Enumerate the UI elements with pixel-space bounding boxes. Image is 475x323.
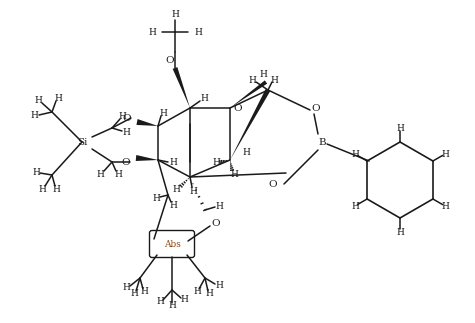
Text: H: H (96, 170, 104, 179)
Text: Abs: Abs (163, 239, 180, 248)
Text: H: H (194, 27, 202, 36)
Text: H: H (270, 76, 278, 85)
Text: H: H (54, 93, 62, 102)
Text: H: H (169, 201, 177, 210)
Text: H: H (122, 284, 130, 293)
Text: O: O (122, 158, 130, 166)
Text: H: H (205, 289, 213, 298)
Text: H: H (171, 9, 179, 18)
Text: H: H (230, 170, 238, 179)
Polygon shape (136, 155, 158, 161)
Text: H: H (118, 111, 126, 120)
Text: O: O (166, 56, 174, 65)
Text: H: H (248, 76, 256, 85)
Text: H: H (169, 158, 177, 166)
Text: H: H (215, 202, 223, 211)
Text: H: H (152, 193, 160, 203)
Text: O: O (212, 218, 220, 227)
Text: H: H (212, 158, 220, 166)
Text: H: H (32, 168, 40, 176)
Text: H: H (168, 301, 176, 310)
Text: H: H (140, 287, 148, 297)
Text: H: H (172, 184, 180, 193)
Text: O: O (234, 103, 242, 112)
Text: O: O (123, 113, 131, 122)
Text: H: H (38, 184, 46, 193)
Text: H: H (130, 289, 138, 298)
Text: H: H (156, 297, 164, 307)
Text: H: H (114, 170, 122, 179)
Text: H: H (159, 109, 167, 118)
Text: H: H (215, 282, 223, 290)
Text: H: H (148, 27, 156, 36)
Text: H: H (396, 123, 404, 132)
Text: O: O (269, 180, 277, 189)
Text: H: H (242, 148, 250, 157)
Text: H: H (30, 110, 38, 120)
Text: H: H (52, 184, 60, 193)
Polygon shape (230, 89, 270, 160)
Text: H: H (180, 296, 188, 305)
Polygon shape (172, 67, 190, 108)
Text: H: H (122, 128, 130, 137)
Text: H: H (189, 186, 197, 195)
Text: H: H (396, 227, 404, 236)
Polygon shape (230, 80, 267, 108)
Text: H: H (441, 150, 449, 159)
Text: O: O (312, 103, 320, 112)
Text: H: H (193, 287, 201, 297)
Text: H: H (441, 202, 449, 211)
FancyBboxPatch shape (150, 231, 194, 257)
Text: H: H (351, 202, 359, 211)
Text: H: H (34, 96, 42, 105)
Text: H: H (200, 93, 208, 102)
Polygon shape (136, 119, 158, 126)
Text: Si: Si (77, 138, 87, 147)
Text: H: H (259, 69, 267, 78)
Text: H: H (351, 150, 359, 159)
Text: B: B (318, 138, 326, 147)
